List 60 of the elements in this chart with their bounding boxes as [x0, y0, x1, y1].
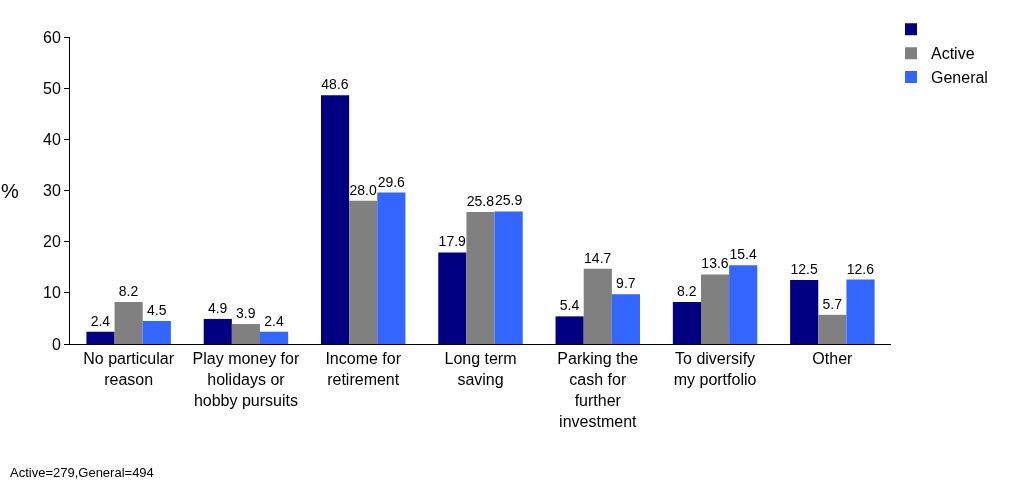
text: 15.4 [729, 246, 757, 263]
text: 13.6 [701, 255, 729, 272]
bar [231, 324, 260, 344]
text: 5.7 [822, 295, 842, 312]
text: 14.7 [584, 249, 612, 266]
text: 17.9 [438, 233, 466, 250]
text: 25.9 [494, 192, 523, 209]
bar [142, 320, 171, 344]
bar [260, 331, 289, 344]
y-tick-label: 40 [43, 130, 61, 148]
text: 8.2 [118, 283, 139, 300]
bar [583, 268, 612, 344]
bar [818, 314, 847, 344]
y-tick-label: 30 [43, 182, 61, 200]
bar [729, 265, 758, 344]
bar [846, 279, 875, 344]
legend-label: Active [931, 45, 975, 63]
x-tick-label: Long term saving [444, 350, 517, 388]
y-tick-label: 10 [43, 284, 61, 302]
text: 3.9 [236, 305, 256, 322]
text: 4.9 [207, 299, 228, 316]
bar [701, 274, 730, 344]
bar [494, 211, 523, 344]
text: 48.6 [321, 76, 349, 93]
text: 12.6 [846, 260, 875, 277]
y-tick-label: 20 [43, 233, 61, 251]
x-tick-label: To diversify my portfolio [673, 350, 757, 388]
text: 2.4 [264, 312, 284, 329]
text: Active=279,General=494 [10, 465, 154, 480]
text: 5.4 [559, 297, 580, 314]
legend-label: General [931, 69, 988, 87]
y-tick-label: 60 [43, 28, 61, 46]
x-tick-label: Play money for holidays or hobby pursuits [192, 350, 300, 409]
bar [438, 252, 467, 344]
bar [377, 192, 406, 344]
y-axis-title: % [1, 180, 19, 202]
y-tick-label: 50 [43, 79, 61, 97]
text: 2.4 [90, 312, 111, 329]
text: 8.2 [677, 283, 697, 300]
text: 12.5 [790, 261, 818, 278]
x-tick-label: No particular reason [83, 350, 175, 388]
x-tick-label: Parking the cash for further investment [557, 350, 639, 430]
bar [555, 316, 584, 344]
x-tick-label: Income for retirement [325, 350, 402, 388]
bar [114, 302, 143, 344]
bar [672, 302, 701, 344]
bar [203, 318, 232, 344]
x-tick-label: Other [812, 350, 854, 368]
bar [349, 200, 378, 344]
y-tick-label: 0 [51, 335, 61, 353]
text: 29.6 [377, 173, 405, 190]
text: 28.0 [349, 181, 377, 198]
text: 25.8 [466, 192, 495, 209]
bar [790, 280, 819, 344]
text: 4.5 [146, 301, 167, 318]
text: 9.7 [616, 275, 636, 292]
bar [320, 95, 350, 344]
bar [611, 294, 641, 344]
bar [86, 331, 115, 344]
bar [466, 211, 495, 344]
